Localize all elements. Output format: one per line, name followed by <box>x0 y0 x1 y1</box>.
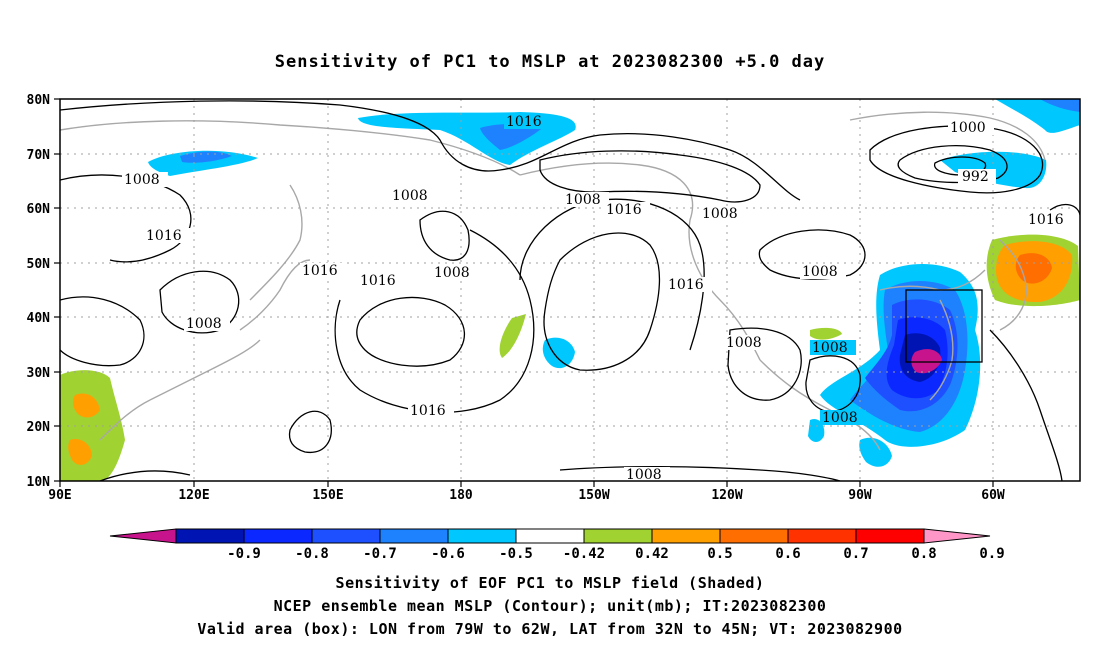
valid-area-box <box>905 289 983 363</box>
shade-top-right-blue <box>995 99 1080 133</box>
shade-top-right-blue-inner <box>1040 99 1080 112</box>
contour-label: 1016 <box>668 277 704 293</box>
footer-line-3: Valid area (box): LON from 79W to 62W, L… <box>197 620 903 638</box>
footer-line-1: Sensitivity of EOF PC1 to MSLP field (Sh… <box>335 574 765 592</box>
contour-label: 992 <box>962 169 989 185</box>
colorbar-label: 0.8 <box>911 546 936 562</box>
x-tick-label: 150E <box>312 488 343 503</box>
contour-label: 1008 <box>124 172 160 188</box>
contour-label: 1016 <box>1028 212 1064 228</box>
y-tick-label: 80N <box>27 93 51 108</box>
colorbar-label: -0.8 <box>295 546 329 562</box>
contour-label: 1008 <box>565 192 601 208</box>
contour-label: 1008 <box>802 264 838 280</box>
shaded-sensitivity <box>60 99 1080 481</box>
shade-india-orange <box>73 393 100 418</box>
contour-label: 1016 <box>302 263 338 279</box>
colorbar-label: -0.6 <box>431 546 465 562</box>
colorbar-label: 0.6 <box>775 546 800 562</box>
x-tick-label: 90W <box>848 488 872 503</box>
contour-label: 1008 <box>726 335 762 351</box>
colorbar-segment <box>651 528 721 544</box>
colorbar-label: -0.9 <box>227 546 261 562</box>
shade-india-orange-2 <box>68 438 92 465</box>
x-tick-label: 180 <box>449 488 473 503</box>
colorbar-segment <box>515 528 585 544</box>
colorbar-segment <box>923 528 991 544</box>
contour-label: 1016 <box>606 202 642 218</box>
colorbar-segment <box>311 528 381 544</box>
colorbar-segment <box>109 528 177 544</box>
contour-label: 1016 <box>410 403 446 419</box>
map-title: Sensitivity of PC1 to MSLP at 2023082300… <box>274 52 826 72</box>
x-axis-labels: 90E 120E 150E 180 150W 120W 90W 60W <box>48 488 1005 503</box>
contour-label: 1008 <box>822 410 858 426</box>
footer-line-2: NCEP ensemble mean MSLP (Contour); unit(… <box>273 597 827 615</box>
shade-arctic-blue-inner <box>480 124 545 150</box>
shade-west-atlantic-orange-inner <box>1015 253 1052 284</box>
coastlines <box>60 111 1046 451</box>
y-tick-label: 50N <box>27 257 51 272</box>
colorbar-segment <box>243 528 313 544</box>
colorbar-segment <box>175 528 245 544</box>
contour-label: 1016 <box>146 228 182 244</box>
contour-label: 1008 <box>434 265 470 281</box>
x-tick-label: 60W <box>981 488 1005 503</box>
y-tick-label: 20N <box>27 420 51 435</box>
plot-frame <box>59 98 1081 482</box>
colorbar-segment <box>583 528 653 544</box>
colorbar-label: 0.7 <box>843 546 868 562</box>
shade-siberia-blue <box>148 150 258 176</box>
y-tick-label: 40N <box>27 311 51 326</box>
y-axis-labels: 80N 70N 60N 50N 40N 30N 20N 10N <box>27 93 51 490</box>
contour-label: 1008 <box>626 467 662 483</box>
shade-central-pacific-green <box>499 314 526 358</box>
contour-label: 1016 <box>360 273 396 289</box>
colorbar-label: -0.7 <box>363 546 397 562</box>
x-tick-label: 90E <box>48 488 71 503</box>
shade-gulf-green <box>810 327 842 340</box>
contour-label: 1000 <box>950 120 986 136</box>
colorbar-label: 0.9 <box>979 546 1004 562</box>
colorbar-segment <box>787 528 857 544</box>
y-tick-label: 60N <box>27 202 51 217</box>
colorbar-segment <box>379 528 449 544</box>
contour-label: 1008 <box>186 316 222 332</box>
colorbar-segment <box>447 528 517 544</box>
y-tick-label: 70N <box>27 148 51 163</box>
colorbar-label: -0.5 <box>499 546 533 562</box>
contour-label: 1008 <box>702 206 738 222</box>
contour-label: 1008 <box>392 188 428 204</box>
shade-caribbean-blue-2 <box>859 437 892 467</box>
colorbar-label: 0.5 <box>707 546 732 562</box>
mslp-contours <box>60 100 1080 481</box>
x-tick-label: 120W <box>711 488 742 503</box>
colorbar-segment <box>855 528 925 544</box>
shade-central-pacific-blue <box>542 337 575 369</box>
colorbar-segment <box>719 528 789 544</box>
x-tick-label: 150W <box>578 488 609 503</box>
colorbar: -0.9 -0.8 -0.7 -0.6 -0.5 -0.42 0.42 0.5 0.6 0.7 0.… <box>109 528 1005 562</box>
y-tick-label: 10N <box>27 475 51 490</box>
contour-label-group: 1016 1008 1016 1008 1016 1016 1008 1008 … <box>124 114 1064 483</box>
colorbar-label: 0.42 <box>635 546 669 562</box>
contour-label: 1016 <box>506 114 542 130</box>
y-tick-label: 30N <box>27 366 51 381</box>
colorbar-label: -0.42 <box>563 546 605 562</box>
sensitivity-map: 1016 1008 1016 1008 1016 1016 1008 1008 … <box>27 93 1081 562</box>
x-tick-label: 120E <box>178 488 209 503</box>
shade-us-east-magenta <box>911 349 942 374</box>
tick-marks <box>54 98 994 487</box>
contour-label: 1008 <box>812 340 848 356</box>
